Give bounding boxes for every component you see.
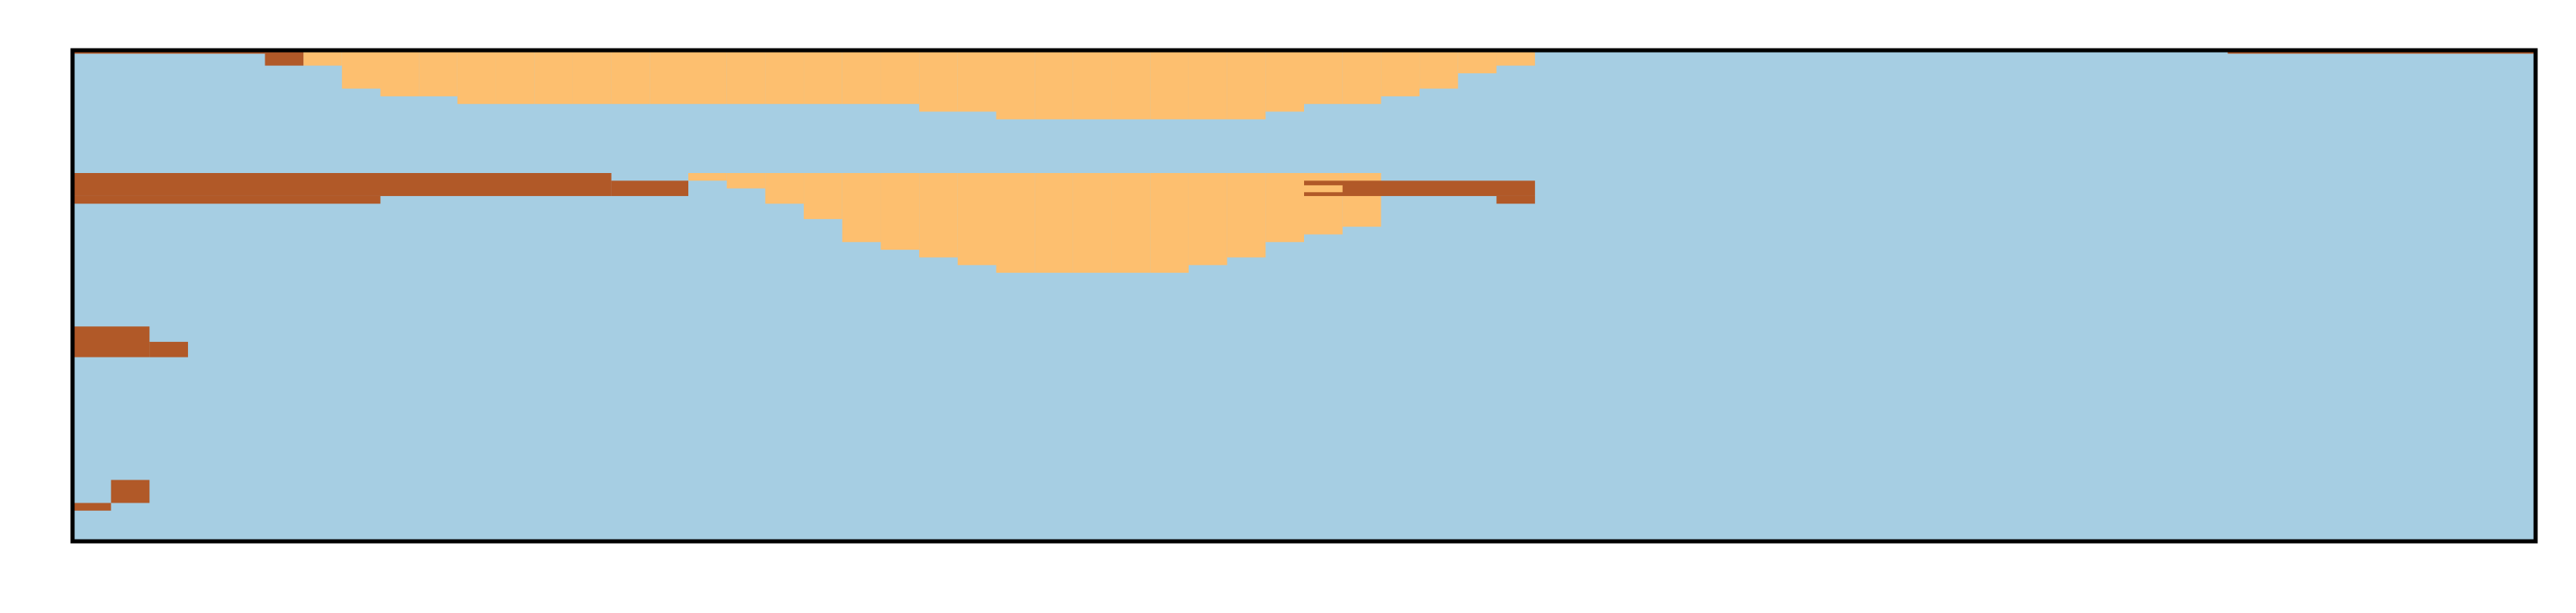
upper-orange-lens-col-22 bbox=[919, 50, 958, 112]
brown-band-right-tail bbox=[1496, 195, 1536, 204]
lower-orange-lens-col-23 bbox=[957, 173, 997, 265]
lower-orange-lens-col-25 bbox=[1035, 173, 1073, 274]
lower-orange-lens-col-29 bbox=[1188, 173, 1227, 265]
upper-orange-lens-col-17 bbox=[726, 50, 766, 105]
lower-orange-lens-col-17 bbox=[726, 173, 766, 189]
upper-orange-lens-col-6 bbox=[303, 50, 342, 66]
plot-frame bbox=[70, 48, 2538, 544]
upper-orange-lens-col-29 bbox=[1188, 50, 1227, 119]
upper-orange-lens-col-20 bbox=[842, 50, 881, 105]
upper-orange-lens-col-37 bbox=[1496, 50, 1536, 66]
brown-left-low bbox=[110, 480, 150, 503]
upper-orange-lens-col-16 bbox=[688, 50, 727, 105]
brown-band-1 bbox=[73, 173, 612, 196]
upper-orange-lens-col-8 bbox=[380, 50, 420, 96]
lower-orange-lens-col-31 bbox=[1265, 173, 1304, 242]
brown-band-right bbox=[1304, 180, 1536, 196]
upper-orange-lens-col-26 bbox=[1072, 50, 1112, 119]
lower-orange-lens-col-21 bbox=[880, 173, 920, 250]
upper-orange-lens-col-27 bbox=[1111, 50, 1151, 119]
brown-band-2 bbox=[73, 195, 381, 204]
lower-orange-lens-col-18 bbox=[765, 173, 805, 204]
lower-orange-lens-col-20 bbox=[842, 173, 881, 242]
lower-orange-lens-col-28 bbox=[1150, 173, 1189, 274]
upper-orange-lens-col-31 bbox=[1265, 50, 1304, 112]
upper-orange-lens-col-9 bbox=[419, 50, 457, 96]
upper-orange-lens-col-10 bbox=[457, 50, 496, 105]
upper-orange-lens-col-36 bbox=[1457, 50, 1497, 73]
lower-orange-lens-col-26 bbox=[1072, 173, 1112, 274]
highlight-cell-0 bbox=[1304, 185, 1343, 193]
upper-orange-lens-col-14 bbox=[611, 50, 650, 105]
upper-orange-lens-col-23 bbox=[957, 50, 997, 112]
lower-orange-lens-col-16 bbox=[688, 173, 727, 181]
upper-orange-lens-col-30 bbox=[1227, 50, 1266, 119]
upper-orange-lens-col-7 bbox=[341, 50, 381, 89]
lower-orange-lens-col-30 bbox=[1227, 173, 1266, 258]
upper-orange-lens-col-12 bbox=[534, 50, 573, 105]
upper-orange-lens-col-32 bbox=[1304, 50, 1343, 105]
brown-top-left-cap bbox=[265, 50, 304, 66]
brown-left-low-tail bbox=[73, 503, 111, 511]
upper-orange-lens-col-34 bbox=[1381, 50, 1420, 96]
upper-orange-lens-col-24 bbox=[996, 50, 1035, 119]
upper-orange-lens-col-13 bbox=[572, 50, 612, 105]
lower-orange-lens-col-19 bbox=[804, 173, 842, 219]
upper-orange-lens-col-21 bbox=[880, 50, 920, 105]
upper-orange-lens-col-11 bbox=[495, 50, 535, 105]
brown-left-mid bbox=[73, 326, 150, 358]
lower-orange-lens-col-27 bbox=[1111, 173, 1151, 274]
upper-orange-lens-col-35 bbox=[1419, 50, 1458, 89]
brown-band-3 bbox=[611, 180, 689, 196]
upper-orange-lens-col-33 bbox=[1342, 50, 1382, 105]
brown-left-mid-tail bbox=[149, 341, 189, 358]
plot-background bbox=[73, 50, 2536, 541]
upper-orange-lens-col-19 bbox=[804, 50, 842, 105]
upper-orange-lens-col-25 bbox=[1035, 50, 1073, 119]
upper-orange-lens-col-15 bbox=[650, 50, 688, 105]
lower-orange-lens-col-22 bbox=[919, 173, 958, 258]
lower-orange-lens-col-24 bbox=[996, 173, 1035, 274]
upper-orange-lens-col-28 bbox=[1150, 50, 1189, 119]
upper-orange-lens-col-18 bbox=[765, 50, 805, 105]
